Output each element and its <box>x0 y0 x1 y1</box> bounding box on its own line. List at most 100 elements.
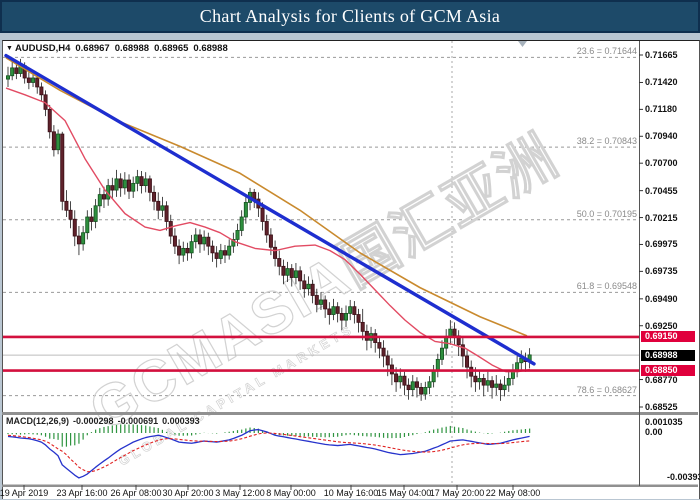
bearish-candle <box>419 386 424 395</box>
macd-value-main: -0.000298 <box>73 416 114 426</box>
fib-level-label: 78.6 = 0.68627 <box>576 384 637 395</box>
bullish-candle <box>502 384 507 391</box>
bearish-candle <box>490 380 495 388</box>
bearish-candle <box>298 270 303 282</box>
bearish-candle <box>327 308 332 315</box>
bearish-candle <box>406 384 411 391</box>
macd-indicator-header: MACD(12,26,9) -0.000298 -0.000691 0.000393 <box>6 416 204 426</box>
bearish-candle <box>35 77 40 88</box>
bullish-candle <box>56 133 61 151</box>
price-tick-label: 0.70940 <box>645 131 678 142</box>
fib-level-label: 50.0 = 0.70195 <box>576 208 637 219</box>
bullish-candle <box>143 178 148 187</box>
bearish-candle <box>281 265 286 276</box>
fib-level-label: 38.2 = 0.70843 <box>576 136 637 147</box>
scroll-to-end-icon[interactable] <box>518 41 527 47</box>
bearish-candle <box>210 245 215 254</box>
bullish-candle <box>135 176 140 184</box>
bearish-candle <box>110 185 115 191</box>
page-title: Chart Analysis for Clients of GCM Asia <box>199 6 501 26</box>
bearish-candle <box>172 235 177 247</box>
bearish-candle <box>414 381 419 388</box>
bullish-candle <box>348 306 353 314</box>
bullish-candle <box>331 306 336 315</box>
bearish-candle <box>360 321 365 332</box>
bullish-candle <box>97 194 102 207</box>
chart-window[interactable] <box>2 40 700 499</box>
macd-value-signal: -0.000691 <box>117 416 159 426</box>
time-axis-label: 26 Apr 08:00 <box>110 488 162 498</box>
macd-axis-label: -0.003936 <box>667 472 700 482</box>
bearish-candle <box>14 67 19 74</box>
time-axis-label: 3 May 12:00 <box>215 488 265 498</box>
bearish-candle <box>339 313 344 321</box>
bullish-candle <box>231 239 236 247</box>
bearish-candle <box>302 280 307 290</box>
price-tick-label: 0.70700 <box>645 158 678 169</box>
bullish-candle <box>431 370 436 383</box>
bearish-candle <box>289 268 294 278</box>
ohlc-low: 0.68965 <box>154 43 189 54</box>
bullish-candle <box>477 378 482 383</box>
descending-trendline[interactable] <box>4 53 536 366</box>
symbol-dropdown-icon[interactable]: ▼ <box>6 45 13 52</box>
bullish-candle <box>160 205 165 211</box>
bearish-candle <box>127 179 132 192</box>
bullish-candle <box>318 299 323 305</box>
bullish-candle <box>398 375 403 383</box>
macd-panel-separator[interactable] <box>2 412 698 415</box>
bullish-candle <box>85 216 90 234</box>
fib-level-label: 61.8 = 0.69548 <box>576 281 637 292</box>
price-tick-label: 0.68770 <box>645 374 678 385</box>
macd-axis-label: 0.00 <box>645 427 663 437</box>
bullish-candle <box>306 283 311 290</box>
bearish-candle <box>185 247 190 254</box>
bullish-candle <box>285 268 290 276</box>
bearish-candle <box>264 221 269 236</box>
bearish-candle <box>139 176 144 187</box>
macd-main-line <box>7 428 530 479</box>
bearish-candle <box>152 191 157 202</box>
bearish-candle <box>206 236 211 247</box>
bearish-candle <box>473 375 478 383</box>
bearish-candle <box>47 108 52 133</box>
price-tick-label: 0.71180 <box>645 104 678 115</box>
bearish-candle <box>323 299 328 310</box>
bearish-candle <box>64 200 69 211</box>
bearish-candle <box>177 245 182 256</box>
bearish-candle <box>452 328 457 337</box>
bearish-candle <box>481 378 486 386</box>
bearish-candle <box>377 342 382 349</box>
bearish-candle <box>147 178 152 193</box>
bullish-candle <box>227 245 232 256</box>
time-axis-label: 30 Apr 20:00 <box>162 488 214 498</box>
bearish-candle <box>352 306 357 315</box>
price-tick-label: 0.70455 <box>645 185 678 196</box>
price-tick-label: 0.69490 <box>645 293 678 304</box>
bullish-candle <box>10 67 15 77</box>
sr-price-badge: 0.69150 <box>641 331 695 343</box>
chart-symbol-header: ▼ AUDUSD,H4 0.68967 0.68988 0.68965 0.68988 <box>6 43 228 54</box>
bullish-candle <box>494 383 499 388</box>
bullish-candle <box>293 270 298 278</box>
bearish-candle <box>76 235 81 245</box>
time-axis-label: 17 May 20:00 <box>429 488 485 498</box>
price-tick-label: 0.68525 <box>645 402 678 412</box>
time-axis-label: 15 May 04:00 <box>376 488 432 498</box>
bullish-candle <box>131 182 136 192</box>
price-tick-label: 0.71420 <box>645 77 678 88</box>
bullish-candle <box>189 241 194 254</box>
bullish-candle <box>410 381 415 391</box>
bearish-candle <box>498 383 503 391</box>
bullish-candle <box>439 347 444 360</box>
bullish-candle <box>435 358 440 371</box>
price-tick-label: 0.69250 <box>645 320 678 331</box>
bearish-candle <box>164 205 169 222</box>
bearish-candle <box>60 133 65 202</box>
bearish-candle <box>26 77 31 83</box>
bullish-candle <box>423 386 428 395</box>
bearish-candle <box>214 252 219 259</box>
bearish-candle <box>268 234 273 248</box>
